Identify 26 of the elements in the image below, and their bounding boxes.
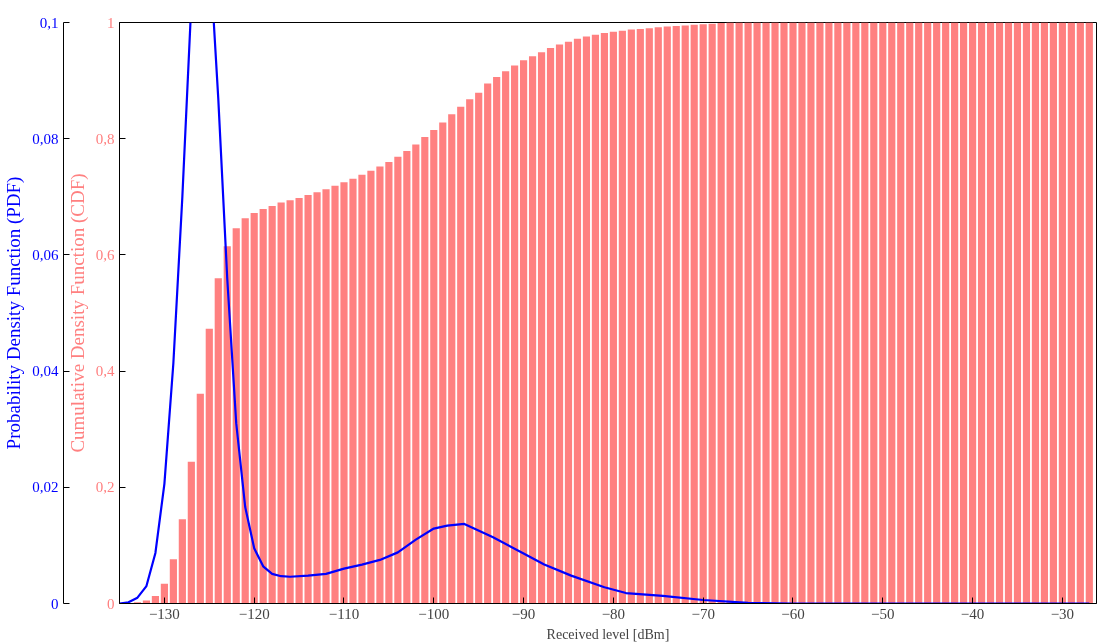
x-tick-label: −50 (871, 605, 895, 622)
x-tick-label: −80 (601, 605, 626, 622)
y-tick-label: 0,1 (39, 14, 59, 31)
x-tick-label: −30 (1050, 605, 1075, 622)
x-tick-label: −100 (418, 605, 450, 622)
y-tick-label: 0,08 (32, 130, 59, 147)
x-tick-label: −120 (238, 605, 270, 622)
y2-tick-label: 1 (107, 14, 115, 31)
y-tick-label: 0,02 (32, 479, 59, 496)
x-tick-label: −130 (148, 605, 180, 622)
y2-tick-label: 0,8 (95, 130, 115, 147)
y-tick-label: 0,06 (32, 246, 59, 263)
x-tick-label: −110 (328, 605, 360, 622)
y-tick-label: 0 (51, 595, 59, 612)
y-axis-title: Probability Density Function (PDF) (3, 176, 26, 450)
y2-tick-label: 0,4 (95, 363, 115, 380)
y2-axis-title: Cumulative Density Function (CDF) (66, 173, 89, 453)
x-tick-label: −90 (511, 605, 536, 622)
x-tick-label: −60 (781, 605, 805, 622)
x-axis-title: Received level [dBm] (546, 626, 670, 642)
y2-tick-label: 0,2 (95, 479, 115, 496)
y2-tick-label: 0 (107, 595, 115, 612)
y-tick-label: 0,04 (32, 363, 59, 380)
x-tick-label: −70 (691, 605, 715, 622)
y2-tick-label: 0,6 (95, 246, 115, 263)
x-tick-label: −40 (960, 605, 985, 622)
